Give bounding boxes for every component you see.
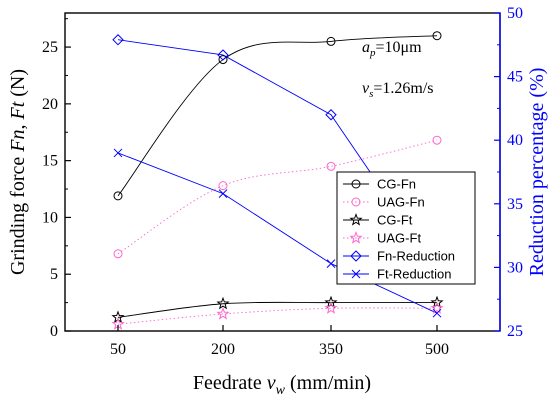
y-right-tick-label: 25	[507, 323, 523, 340]
marker-fn-reduction-0	[112, 34, 124, 46]
marker-ft-reduction-3	[432, 308, 442, 318]
legend-box	[336, 171, 476, 285]
legend: CG-Fn UAG-Fn CG-Ft UAG-Ft Fn-Reduction Ft-Red…	[343, 177, 455, 282]
annotation-vs: vs=1.26m/s	[362, 80, 434, 100]
marker-fn-reduction-1	[217, 49, 229, 61]
marker-fn-reduction-2	[325, 109, 337, 121]
marker-uag-fn-2	[326, 161, 336, 171]
marker-ft-reduction-1	[218, 189, 228, 198]
marker-uag-ft-1	[216, 307, 230, 320]
y-right-tick-label: 40	[507, 132, 523, 149]
marker-cg-fn-2	[326, 36, 336, 46]
annotation-ap: ap=10μm	[362, 39, 422, 59]
y-left-tick-label: 10	[42, 209, 58, 226]
marker-ft-reduction-2	[326, 259, 336, 268]
legend-marker-fn-reduction	[350, 250, 362, 262]
y-right-tick-label: 30	[507, 259, 523, 276]
marker-uag-fn-3	[432, 135, 442, 145]
marker-ft-reduction-1-stroke-b	[218, 189, 228, 198]
legend-marker-cg-fn	[351, 179, 361, 189]
x-axis-title: Feedrate vw (mm/min)	[193, 372, 371, 398]
legend-label-uag-fn: UAG-Fn	[377, 195, 425, 210]
legend-label-fn-reduction: Fn-Reduction	[377, 249, 455, 264]
legend-marker-uag-ft	[349, 231, 363, 244]
axis-ticks: 0 5 10 15 20 25 25 30 35 40 45 50 50 200 350 500	[42, 5, 523, 358]
series-line-cg-fn	[117, 35, 438, 197]
annotation-vs-value: =1.26m/s	[373, 80, 433, 97]
legend-label-ft-reduction: Ft-Reduction	[377, 267, 451, 282]
series-line-ft-reduction	[117, 152, 438, 314]
marker-ft-reduction-0	[113, 148, 123, 158]
marker-cg-ft-0	[111, 310, 125, 323]
y-left-tick-label: 25	[42, 39, 58, 56]
series-line-cg-ft	[117, 301, 438, 318]
legend-label-cg-fn: CG-Fn	[377, 177, 416, 192]
legend-marker-uag-fn	[351, 197, 361, 207]
marker-ft-reduction-3-stroke-b	[432, 308, 442, 318]
x-tick-label: 350	[319, 341, 343, 358]
plot-lines	[117, 35, 438, 325]
series-line-uag-fn	[117, 139, 438, 255]
y-axis-right-title: Reduction percentage (%)	[526, 68, 548, 277]
plot-markers	[111, 31, 444, 330]
legend-marker-ft-reduction-stroke-b	[351, 269, 361, 279]
y-left-tick-label: 20	[42, 96, 58, 113]
y-right-tick-label: 50	[507, 5, 523, 22]
marker-cg-ft-3	[430, 295, 444, 309]
y-left-tick-label: 5	[50, 266, 58, 283]
marker-uag-fn-1	[218, 181, 228, 191]
series-line-uag-ft	[117, 307, 438, 325]
marker-ft-reduction-0-stroke-b	[113, 148, 123, 158]
legend-marker-cg-ft	[349, 213, 363, 226]
y-left-tick-label: 0	[50, 323, 58, 340]
marker-cg-ft-2	[324, 295, 338, 309]
marker-ft-reduction-2-stroke-b	[326, 259, 336, 268]
legend-label-cg-ft: CG-Ft	[377, 213, 413, 228]
y-axis-left-title: Grinding force Fn, Ft (N)	[7, 69, 29, 275]
marker-uag-ft-3	[430, 301, 444, 314]
marker-cg-fn-3	[432, 31, 442, 41]
marker-cg-fn-1	[218, 55, 228, 65]
x-tick-label: 500	[425, 341, 449, 358]
annotation-ap-value: =10μm	[376, 39, 423, 56]
legend-marker-ft-reduction	[351, 269, 361, 279]
marker-cg-ft-1	[216, 296, 230, 310]
x-tick-label: 200	[211, 341, 235, 358]
marker-cg-fn-0	[113, 191, 123, 201]
y-right-tick-label: 45	[507, 69, 523, 86]
annotation-ap-sub: p	[369, 47, 376, 59]
x-tick-label: 50	[110, 341, 126, 358]
annotation-vs-sub: s	[369, 88, 373, 100]
marker-uag-ft-2	[324, 301, 338, 314]
y-right-tick-label: 35	[507, 196, 523, 213]
legend-label-uag-ft: UAG-Ft	[377, 231, 421, 246]
marker-uag-fn-0	[113, 249, 123, 259]
y-left-tick-label: 15	[42, 153, 58, 170]
